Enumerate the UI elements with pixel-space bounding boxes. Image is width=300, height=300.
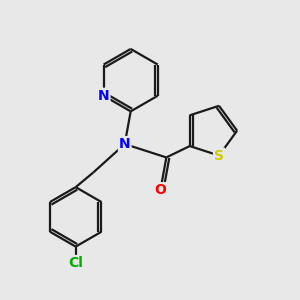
- Text: N: N: [119, 137, 130, 151]
- Text: N: N: [98, 89, 109, 103]
- Text: Cl: Cl: [68, 256, 83, 270]
- Text: O: O: [154, 183, 166, 197]
- Text: S: S: [214, 148, 224, 163]
